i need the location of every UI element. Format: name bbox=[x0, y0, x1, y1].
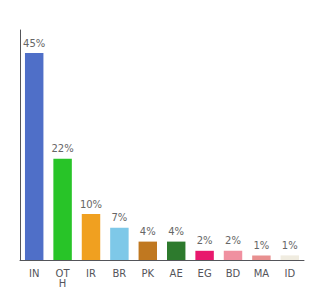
svg-text:4%: 4% bbox=[140, 226, 156, 237]
svg-text:1%: 1% bbox=[253, 240, 269, 251]
svg-text:IN: IN bbox=[29, 268, 39, 279]
svg-text:BD: BD bbox=[226, 268, 241, 279]
svg-text:BR: BR bbox=[112, 268, 126, 279]
svg-text:PK: PK bbox=[142, 268, 155, 279]
svg-text:MA: MA bbox=[254, 268, 270, 279]
svg-text:10%: 10% bbox=[80, 199, 102, 210]
svg-text:H: H bbox=[59, 278, 67, 289]
svg-text:2%: 2% bbox=[225, 235, 241, 246]
svg-text:OT: OT bbox=[55, 267, 70, 279]
svg-text:2%: 2% bbox=[197, 235, 213, 246]
svg-text:1%: 1% bbox=[282, 240, 298, 251]
svg-text:45%: 45% bbox=[23, 38, 45, 49]
svg-text:IR: IR bbox=[86, 268, 96, 279]
svg-text:AE: AE bbox=[170, 268, 183, 279]
svg-text:22%: 22% bbox=[51, 143, 73, 154]
svg-text:7%: 7% bbox=[111, 212, 127, 223]
svg-text:EG: EG bbox=[198, 268, 212, 279]
svg-text:ID: ID bbox=[284, 268, 295, 279]
svg-text:4%: 4% bbox=[168, 226, 184, 237]
